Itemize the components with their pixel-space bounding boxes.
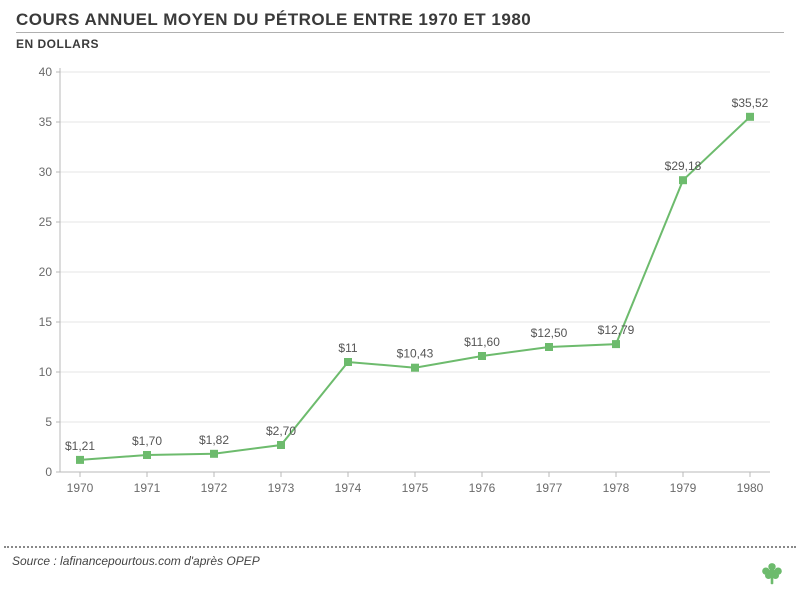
x-tick-label: 1971	[134, 481, 161, 495]
data-marker	[679, 176, 687, 184]
chart-title: COURS ANNUEL MOYEN DU PÉTROLE ENTRE 1970…	[16, 10, 784, 30]
data-label: $35,52	[732, 96, 769, 110]
data-marker	[277, 441, 285, 449]
data-label: $29,18	[665, 159, 702, 173]
source-text: Source : lafinancepourtous.com d'après O…	[0, 554, 800, 568]
data-label: $11,60	[464, 335, 500, 349]
data-label: $10,43	[397, 347, 434, 361]
data-marker	[746, 113, 754, 121]
data-label: $1,82	[199, 433, 229, 447]
y-tick-label: 40	[39, 65, 53, 79]
x-tick-label: 1975	[402, 481, 429, 495]
data-marker	[478, 352, 486, 360]
x-tick-label: 1973	[268, 481, 295, 495]
y-tick-label: 30	[39, 165, 53, 179]
y-tick-label: 35	[39, 115, 53, 129]
y-tick-label: 0	[45, 465, 52, 479]
data-label: $12,50	[531, 326, 568, 340]
y-tick-label: 20	[39, 265, 53, 279]
x-tick-label: 1972	[201, 481, 228, 495]
y-tick-label: 25	[39, 215, 53, 229]
data-marker	[411, 364, 419, 372]
y-tick-label: 5	[45, 415, 52, 429]
data-marker	[210, 450, 218, 458]
chart-area: 0 5 10 15 20 25 30 35 40 1970 1971 1972 1973 1974 1975…	[16, 62, 784, 522]
x-tick-label: 1974	[335, 481, 362, 495]
data-label: $12,79	[598, 323, 635, 337]
x-tick-label: 1970	[67, 481, 94, 495]
oil-price-line-chart: 0 5 10 15 20 25 30 35 40 1970 1971 1972 1973 1974 1975…	[16, 62, 784, 522]
data-label: $2,70	[266, 424, 296, 438]
price-line	[80, 117, 750, 460]
x-tick-label: 1979	[670, 481, 697, 495]
data-label: $1,21	[65, 439, 95, 453]
tree-icon	[758, 558, 786, 586]
x-tick-label: 1977	[536, 481, 563, 495]
footer-divider	[4, 546, 796, 548]
chart-subtitle: EN DOLLARS	[16, 37, 784, 51]
x-tick-label: 1980	[737, 481, 764, 495]
title-divider	[16, 32, 784, 33]
data-marker	[344, 358, 352, 366]
y-tick-label: 10	[39, 365, 53, 379]
y-tick-label: 15	[39, 315, 53, 329]
data-label: $1,70	[132, 434, 162, 448]
x-tick-label: 1978	[603, 481, 630, 495]
x-tick-label: 1976	[469, 481, 496, 495]
data-marker	[612, 340, 620, 348]
data-marker	[545, 343, 553, 351]
data-label: $11	[338, 341, 357, 355]
data-marker	[143, 451, 151, 459]
data-marker	[76, 456, 84, 464]
